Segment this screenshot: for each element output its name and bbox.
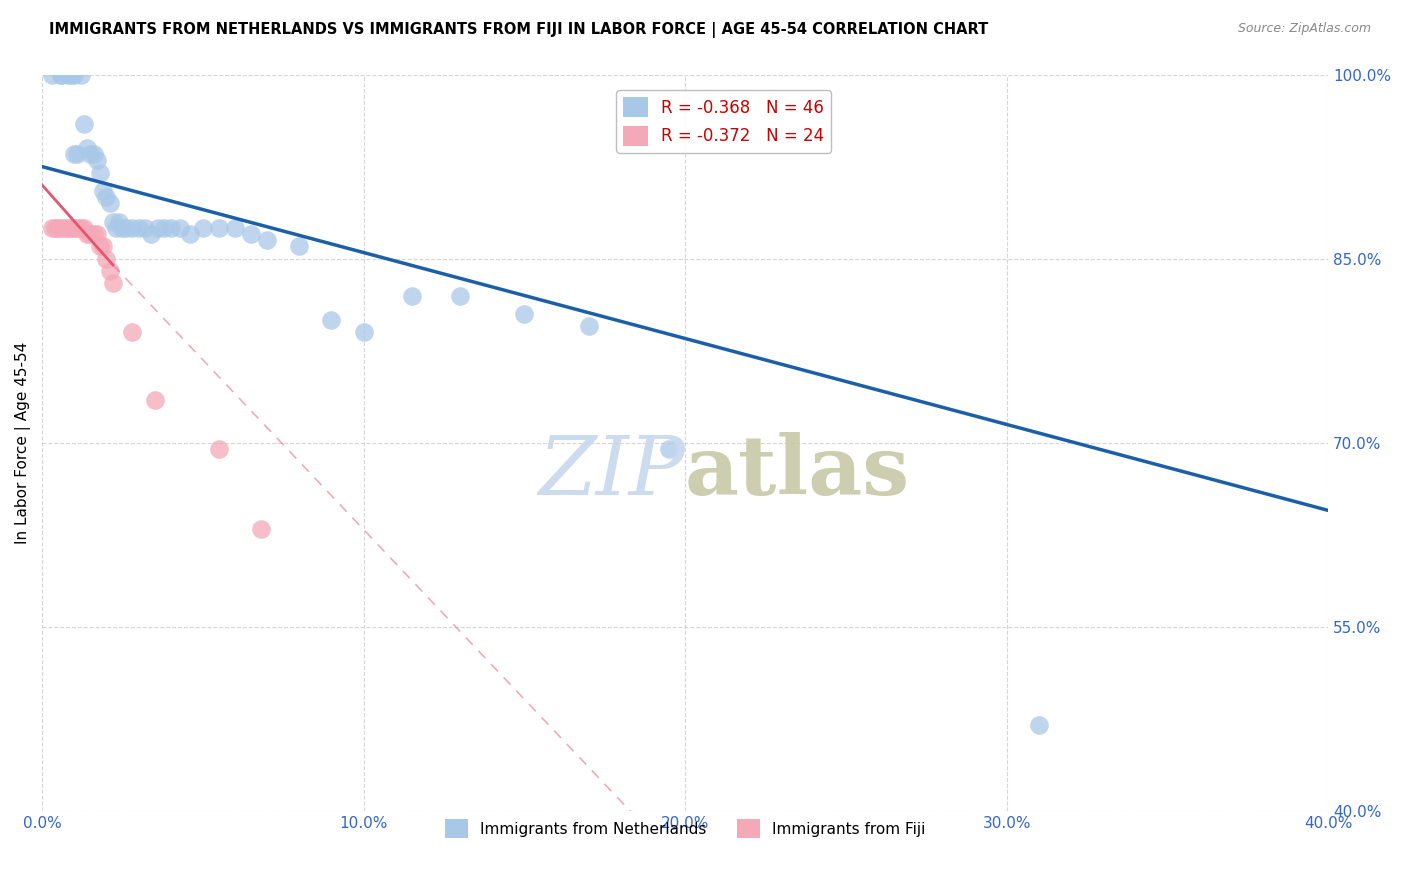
Point xyxy=(44,221,66,235)
Point xyxy=(240,227,263,241)
Point xyxy=(208,442,231,456)
Point xyxy=(79,227,101,241)
Point xyxy=(83,147,105,161)
Point xyxy=(76,227,98,241)
Point xyxy=(353,326,375,340)
Point xyxy=(51,68,73,82)
Point xyxy=(101,277,124,291)
Point xyxy=(513,307,536,321)
Text: ZIP: ZIP xyxy=(538,433,685,512)
Point xyxy=(401,288,423,302)
Point xyxy=(1028,718,1050,732)
Point xyxy=(288,239,311,253)
Point xyxy=(51,221,73,235)
Point xyxy=(56,68,79,82)
Point xyxy=(69,68,91,82)
Text: IMMIGRANTS FROM NETHERLANDS VS IMMIGRANTS FROM FIJI IN LABOR FORCE | AGE 45-54 C: IMMIGRANTS FROM NETHERLANDS VS IMMIGRANT… xyxy=(49,22,988,38)
Point xyxy=(143,392,166,407)
Point xyxy=(41,221,63,235)
Point xyxy=(46,221,69,235)
Point xyxy=(169,221,191,235)
Point xyxy=(86,153,108,168)
Point xyxy=(179,227,201,241)
Point xyxy=(73,221,96,235)
Point xyxy=(41,68,63,82)
Point xyxy=(51,68,73,82)
Point xyxy=(159,221,181,235)
Point xyxy=(121,221,143,235)
Point xyxy=(66,221,89,235)
Point xyxy=(96,252,118,266)
Point xyxy=(111,221,134,235)
Point xyxy=(86,227,108,241)
Point xyxy=(108,215,131,229)
Point xyxy=(63,147,86,161)
Point xyxy=(98,264,121,278)
Point xyxy=(658,442,681,456)
Point xyxy=(63,68,86,82)
Point xyxy=(146,221,169,235)
Point xyxy=(73,117,96,131)
Point xyxy=(153,221,176,235)
Point xyxy=(63,221,86,235)
Legend: Immigrants from Netherlands, Immigrants from Fiji: Immigrants from Netherlands, Immigrants … xyxy=(439,814,932,844)
Point xyxy=(141,227,163,241)
Point xyxy=(256,233,278,247)
Y-axis label: In Labor Force | Age 45-54: In Labor Force | Age 45-54 xyxy=(15,342,31,544)
Point xyxy=(79,147,101,161)
Point xyxy=(89,239,111,253)
Text: Source: ZipAtlas.com: Source: ZipAtlas.com xyxy=(1237,22,1371,36)
Point xyxy=(134,221,156,235)
Point xyxy=(83,227,105,241)
Point xyxy=(98,196,121,211)
Point xyxy=(56,221,79,235)
Point xyxy=(191,221,214,235)
Point xyxy=(69,221,91,235)
Point xyxy=(101,215,124,229)
Point xyxy=(449,288,471,302)
Point xyxy=(224,221,246,235)
Point xyxy=(89,166,111,180)
Point xyxy=(96,190,118,204)
Point xyxy=(66,147,89,161)
Point xyxy=(76,141,98,155)
Point xyxy=(578,319,600,334)
Point xyxy=(53,221,76,235)
Point xyxy=(321,313,343,327)
Point xyxy=(91,184,114,198)
Point xyxy=(114,221,136,235)
Point xyxy=(249,522,271,536)
Point xyxy=(208,221,231,235)
Point xyxy=(128,221,150,235)
Point xyxy=(60,68,83,82)
Point xyxy=(121,326,143,340)
Point xyxy=(60,221,83,235)
Text: atlas: atlas xyxy=(685,433,910,512)
Point xyxy=(91,239,114,253)
Point xyxy=(105,221,128,235)
